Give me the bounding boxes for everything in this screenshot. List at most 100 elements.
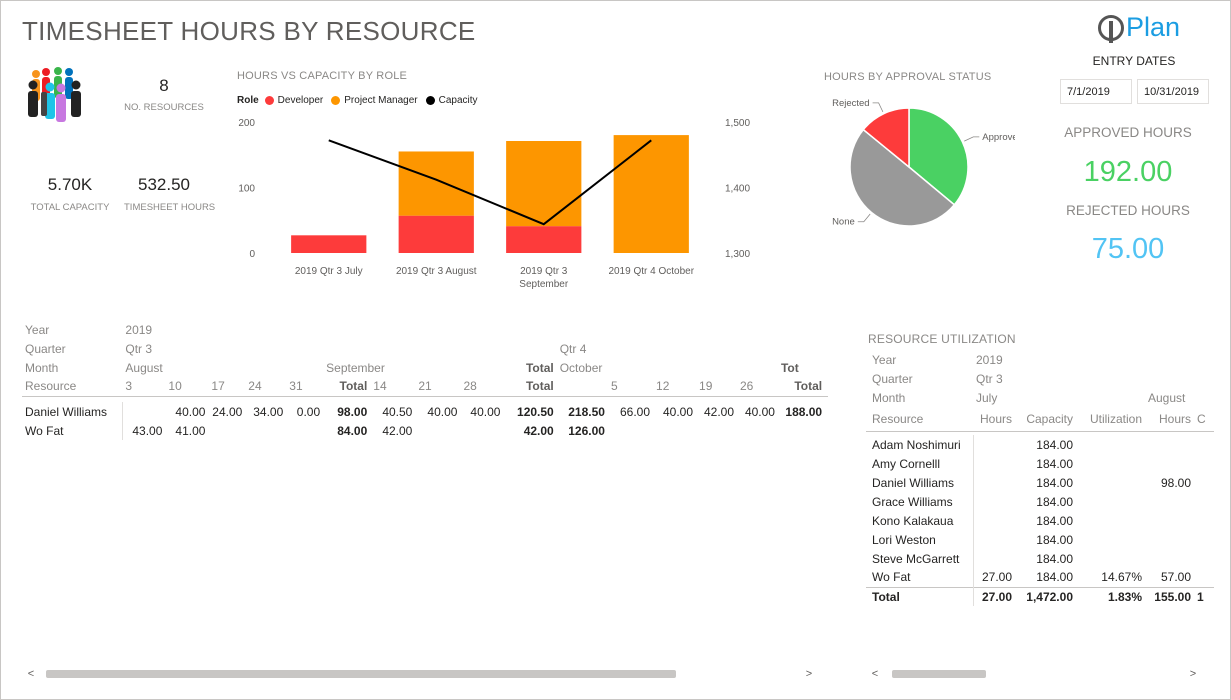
table-row[interactable]: Lori Weston 184.00 — [866, 530, 1214, 549]
table-cell — [1076, 549, 1145, 568]
util-resource-label: Resource — [872, 411, 924, 426]
table-row[interactable]: Grace Williams 184.00 — [866, 492, 1214, 511]
end-date-input[interactable]: 10/31/2019 — [1137, 79, 1209, 104]
y-left-tick-label: 0 — [249, 249, 255, 260]
pie-chart: Approved None Rejected — [832, 98, 1015, 228]
util-year-label: Year — [872, 352, 897, 367]
table-row[interactable]: Adam Noshimuri 184.00 — [866, 435, 1214, 454]
util-row-name: Wo Fat — [866, 568, 974, 587]
scroll-left-icon[interactable]: < — [27, 668, 35, 680]
scroll-track[interactable] — [884, 670, 1184, 678]
table-cell: 184.00 — [1036, 494, 1073, 509]
pie-slice-approved — [908, 107, 969, 206]
table-cell: 27.00 — [981, 570, 1012, 585]
util-row-name: Lori Weston — [866, 530, 974, 549]
table-cell: 40.50 — [382, 404, 413, 419]
table-cell: 57.00 — [1160, 570, 1191, 585]
start-date-input[interactable]: 7/1/2019 — [1060, 79, 1132, 104]
table-cell: 184.00 — [1036, 437, 1073, 452]
table-cell: 120.50 — [517, 404, 554, 419]
scroll-thumb[interactable] — [46, 670, 676, 678]
pie-leader-line — [872, 102, 884, 113]
table-cell — [208, 421, 245, 440]
matrix-q3: Qtr 3 — [125, 341, 153, 356]
matrix-quarter-label: Quarter — [25, 341, 66, 356]
table-cell: 43.00 — [132, 423, 163, 438]
y-right-tick-label: 1,400 — [725, 184, 750, 195]
table-row[interactable]: Amy Cornelll 184.00 — [866, 454, 1214, 473]
table-cell: 42.00 — [523, 423, 554, 438]
scroll-thumb[interactable] — [892, 670, 986, 678]
legend-dot-capacity — [425, 96, 435, 105]
table-cell: 66.00 — [619, 404, 651, 419]
table-row[interactable]: Kono Kalakaua 184.00 — [866, 511, 1214, 530]
table-cell — [1145, 454, 1194, 473]
table-cell — [653, 421, 696, 440]
legend-project-manager[interactable]: Project Manager — [344, 95, 418, 106]
row-resource-name: Wo Fat — [22, 421, 123, 440]
week-header: 21 — [418, 379, 432, 394]
utilization-horizontal-scrollbar[interactable]: < > — [866, 667, 1202, 681]
scroll-track[interactable] — [40, 670, 800, 678]
week-header: 5 — [610, 379, 618, 394]
pie-chart-title: HOURS BY APPROVAL STATUS — [824, 71, 992, 83]
table-row[interactable]: Wo Fat 27.00 184.00 14.67% 57.00 — [866, 568, 1214, 587]
table-cell: 184.00 — [1036, 570, 1073, 585]
aug-total-header: Total — [339, 379, 368, 394]
timesheet-hours-value: 532.50 — [138, 175, 190, 194]
table-cell — [1145, 511, 1194, 530]
timesheet-hours-label: TIMESHEET HOURS — [124, 202, 216, 213]
util-row-name: Grace Williams — [866, 492, 974, 511]
table-cell — [1076, 435, 1145, 454]
util-month-july: July — [976, 390, 998, 405]
capacity-value: 5.70K — [47, 175, 93, 194]
total-row[interactable]: Total 27.00 1,472.00 1.83% 155.00 1 — [866, 587, 1214, 606]
util-row-name: Amy Cornelll — [866, 454, 974, 473]
table-cell — [245, 421, 286, 440]
legend-capacity[interactable]: Capacity — [438, 95, 478, 106]
table-row[interactable]: Wo Fat 43.00 41.00 84.00 42.00 42.00 126… — [22, 421, 828, 440]
table-cell — [1076, 511, 1145, 530]
table-cell — [1076, 492, 1145, 511]
scroll-right-icon[interactable]: > — [1189, 668, 1197, 680]
table-cell — [825, 421, 828, 440]
table-row[interactable]: Daniel Williams 40.00 24.00 34.00 0.00 9… — [22, 402, 828, 421]
table-cell — [1145, 549, 1194, 568]
table-cell: 184.00 — [1036, 475, 1073, 490]
utilization-matrix[interactable]: Year 2019 Quarter Qtr 3 Month July Augus… — [866, 350, 1214, 608]
matrix-august: August — [125, 360, 163, 375]
rejected-hours-label: REJECTED HOURS — [1066, 203, 1190, 218]
table-cell — [973, 530, 1015, 549]
timesheet-matrix[interactable]: Year 2019 Quarter Qtr 3 Qtr 4 Month Augu… — [22, 320, 828, 665]
combo-chart-title: HOURS VS CAPACITY BY ROLE — [237, 70, 408, 82]
matrix-horizontal-scrollbar[interactable]: < > — [22, 667, 818, 681]
table-cell — [1076, 473, 1145, 492]
scroll-left-icon[interactable]: < — [871, 668, 879, 680]
week-header: 10 — [168, 379, 182, 394]
bar-project-manager — [398, 151, 474, 216]
util-col-header: Utilization — [1089, 411, 1142, 426]
util-quarter-label: Quarter — [872, 371, 913, 386]
matrix-year: 2019 — [125, 322, 153, 337]
people-icon — [28, 67, 81, 122]
table-cell: 14.67% — [1101, 570, 1142, 585]
resources-count: 8 — [159, 76, 169, 95]
week-header: 3 — [125, 379, 133, 394]
plan-logo: Plan — [1098, 12, 1180, 43]
table-cell — [1145, 530, 1194, 549]
row-resource-name: Daniel Williams — [22, 402, 123, 421]
util-row-name: Adam Noshimuri — [866, 435, 974, 454]
utilization-title: RESOURCE UTILIZATION — [868, 332, 1016, 346]
table-row[interactable]: Daniel Williams 184.00 98.00 — [866, 473, 1214, 492]
table-row[interactable]: Steve McGarrett 184.00 — [866, 549, 1214, 568]
table-cell: 184.00 — [1036, 513, 1073, 528]
legend-developer[interactable]: Developer — [277, 95, 324, 106]
pie-slice-none — [849, 128, 956, 227]
week-header: 14 — [373, 379, 387, 394]
x-tick-label: 2019 Qtr 4 October — [608, 266, 694, 277]
legend-title: Role — [237, 95, 259, 106]
matrix-month-label: Month — [25, 360, 59, 375]
table-cell — [778, 421, 825, 440]
scroll-right-icon[interactable]: > — [805, 668, 813, 680]
table-cell: 218.50 — [568, 404, 605, 419]
